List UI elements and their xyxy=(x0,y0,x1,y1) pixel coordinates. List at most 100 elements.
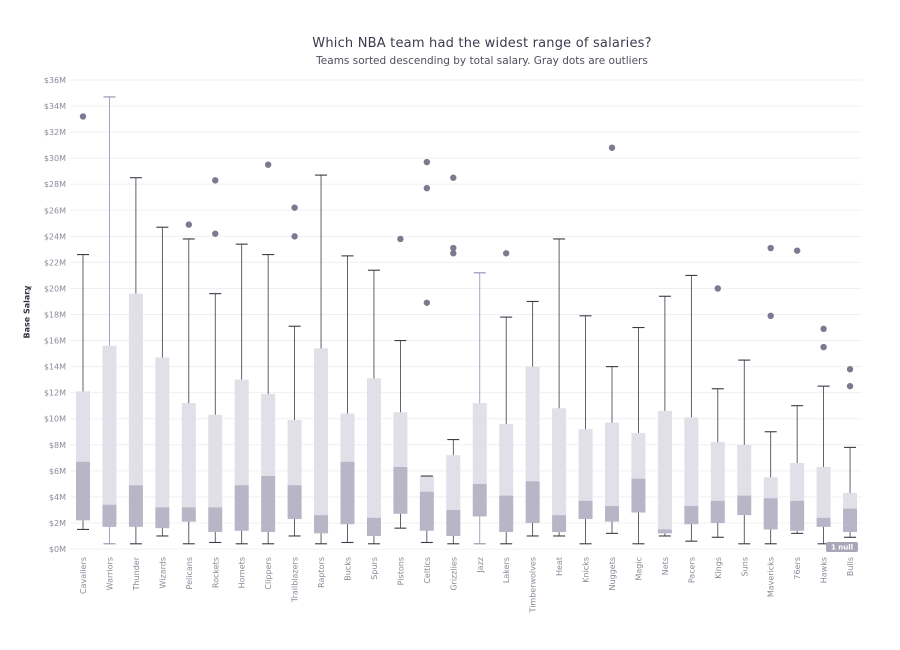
box-upper xyxy=(314,348,329,516)
outlier-point xyxy=(846,382,854,390)
box-lower xyxy=(578,500,593,520)
box-lower xyxy=(737,495,752,516)
box-lower xyxy=(552,515,567,533)
box-lower xyxy=(605,506,619,522)
outlier-point xyxy=(767,244,774,252)
null-badge xyxy=(826,542,858,552)
x-tick-label: Warriors xyxy=(105,557,114,590)
box-lower xyxy=(657,529,672,534)
outlier-point xyxy=(423,184,431,192)
outlier-point xyxy=(450,250,457,257)
box-lower xyxy=(684,506,699,525)
x-tick-label: Heat xyxy=(555,557,564,576)
chart-title: Which NBA team had the widest range of s… xyxy=(312,36,652,51)
box-lower xyxy=(181,507,196,522)
outlier-point xyxy=(820,343,827,351)
box-lower xyxy=(446,509,461,536)
box-upper xyxy=(631,433,646,479)
x-tick-label: Nuggets xyxy=(608,557,617,590)
box-upper xyxy=(76,391,90,462)
y-tick-label: $32M xyxy=(44,128,66,137)
outlier-point xyxy=(212,177,219,184)
box-lower xyxy=(631,478,646,513)
box-upper xyxy=(790,463,805,501)
box-upper xyxy=(816,466,831,518)
x-tick-label: Pelicans xyxy=(185,557,194,589)
box-upper xyxy=(446,455,461,510)
x-tick-label: Thunder xyxy=(132,556,141,591)
outlier-point xyxy=(846,366,854,373)
box-upper xyxy=(261,393,276,477)
box-upper xyxy=(393,412,408,467)
outlier-point xyxy=(185,221,192,228)
outlier-point xyxy=(291,233,298,240)
x-tick-label: Magic xyxy=(634,557,643,581)
x-tick-label: Knicks xyxy=(582,557,591,583)
box-upper xyxy=(208,414,223,508)
y-tick-label: $24M xyxy=(44,232,66,241)
outlier-point xyxy=(608,144,616,151)
box-lower xyxy=(76,461,90,521)
x-tick-label: Suns xyxy=(740,557,749,576)
y-tick-label: $0M xyxy=(49,545,66,554)
outlier-point xyxy=(291,204,298,211)
y-tick-label: $14M xyxy=(44,363,66,372)
box-upper xyxy=(552,408,567,516)
box-upper xyxy=(710,442,725,501)
box-lower xyxy=(287,485,302,520)
box-lower xyxy=(155,507,170,529)
box-upper xyxy=(128,293,143,486)
box-lower xyxy=(419,491,434,531)
null-badge-label: 1 null xyxy=(831,544,853,552)
box-upper xyxy=(499,423,514,496)
x-tick-label: Nets xyxy=(661,557,670,575)
box-lower xyxy=(843,508,858,533)
outlier-point xyxy=(397,235,404,243)
box-lower xyxy=(366,517,381,536)
outlier-point xyxy=(79,113,87,120)
y-tick-label: $18M xyxy=(44,311,66,320)
box-upper xyxy=(737,444,752,496)
box-upper xyxy=(366,378,381,518)
x-tick-label: Cavaliers xyxy=(79,557,88,594)
x-tick-label: Pistons xyxy=(396,557,405,585)
box-upper xyxy=(155,357,170,508)
box-lower xyxy=(393,466,408,514)
x-tick-label: Pacers xyxy=(687,557,696,583)
x-tick-label: Hawks xyxy=(820,557,829,583)
x-tick-label: Celtics xyxy=(423,557,432,584)
box-upper xyxy=(472,403,487,484)
box-upper xyxy=(763,477,778,499)
outlier-point xyxy=(767,312,774,320)
x-tick-label: Kings xyxy=(714,557,723,579)
box-upper xyxy=(419,476,434,492)
box-lower xyxy=(102,504,117,527)
box-upper xyxy=(525,366,540,482)
box-lower xyxy=(234,485,249,531)
x-tick-label: Mavericks xyxy=(767,557,776,597)
box-upper xyxy=(684,417,699,507)
box-upper xyxy=(181,403,196,508)
y-tick-label: $28M xyxy=(44,180,66,189)
y-tick-label: $8M xyxy=(49,441,66,450)
box-upper xyxy=(605,422,619,507)
box-lower xyxy=(525,481,540,523)
box-lower xyxy=(710,500,725,523)
y-tick-label: $30M xyxy=(44,154,66,163)
x-tick-label: Clippers xyxy=(264,557,273,590)
x-tick-label: Bucks xyxy=(344,557,353,581)
x-tick-label: 76ers xyxy=(793,557,802,580)
x-tick-label: Wizards xyxy=(158,557,167,588)
box-lower xyxy=(472,483,487,517)
outlier-point xyxy=(450,244,457,252)
y-tick-label: $34M xyxy=(44,102,66,111)
outlier-point xyxy=(423,158,431,166)
box-upper xyxy=(843,492,858,509)
x-tick-label: Lakers xyxy=(502,557,511,583)
x-tick-label: Grizzlies xyxy=(449,557,458,591)
box-lower xyxy=(314,515,329,534)
y-tick-label: $20M xyxy=(44,284,66,293)
y-tick-label: $12M xyxy=(44,389,66,398)
